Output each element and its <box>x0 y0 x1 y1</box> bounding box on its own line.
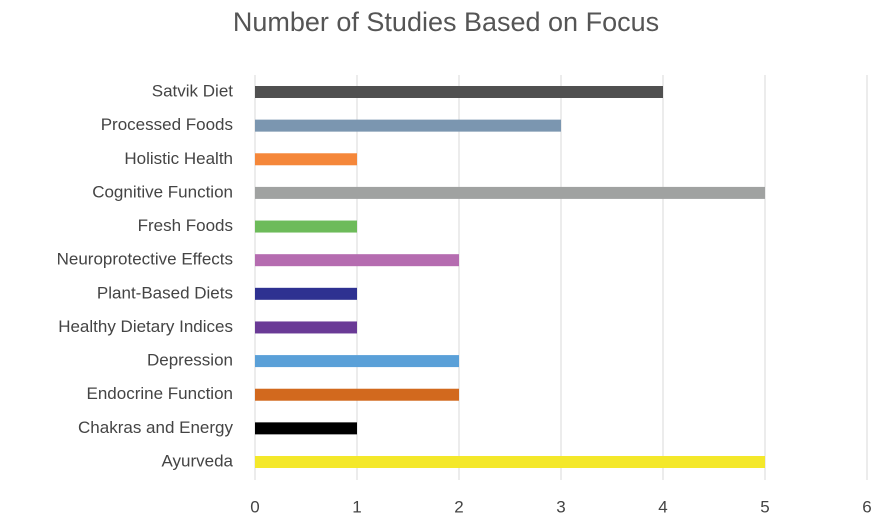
x-tick-label: 2 <box>454 497 463 516</box>
x-tick-label: 1 <box>352 497 361 516</box>
bar <box>255 254 459 267</box>
y-tick-label: Satvik Diet <box>152 81 234 100</box>
y-tick-label: Holistic Health <box>124 149 233 168</box>
y-tick-label: Processed Foods <box>101 115 233 134</box>
y-tick-label: Fresh Foods <box>138 216 233 235</box>
y-tick-label: Endocrine Function <box>87 384 233 403</box>
x-tick-label: 4 <box>658 497 667 516</box>
y-tick-label: Ayurveda <box>161 451 233 470</box>
bar <box>255 86 663 98</box>
bar <box>255 422 357 435</box>
bar <box>255 153 357 166</box>
chart-title: Number of Studies Based on Focus <box>233 7 659 37</box>
bar <box>255 388 459 401</box>
x-tick-label: 5 <box>760 497 769 516</box>
y-tick-label: Depression <box>147 351 233 370</box>
bar <box>255 220 357 233</box>
x-tick-label: 3 <box>556 497 565 516</box>
y-tick-label: Healthy Dietary Indices <box>58 317 233 336</box>
bar <box>255 287 357 300</box>
y-tick-label: Chakras and Energy <box>78 418 233 437</box>
bar <box>255 119 561 132</box>
bar <box>255 355 459 368</box>
y-tick-label: Neuroprotective Effects <box>57 250 233 269</box>
bar <box>255 321 357 334</box>
bar <box>255 456 765 468</box>
bar <box>255 186 765 199</box>
x-tick-label: 0 <box>250 497 259 516</box>
y-tick-label: Plant-Based Diets <box>97 283 233 302</box>
x-tick-label: 6 <box>862 497 871 516</box>
y-tick-label: Cognitive Function <box>92 182 233 201</box>
